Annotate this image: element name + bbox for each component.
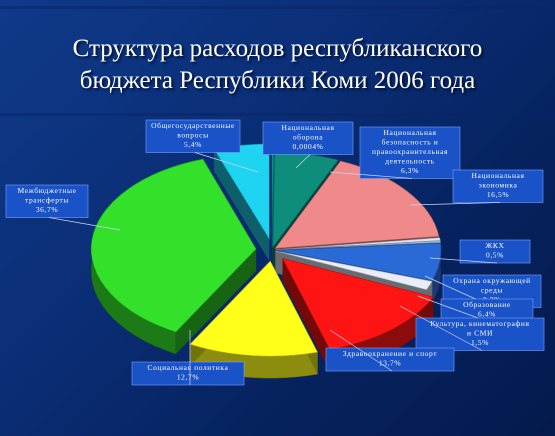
slice-name: Национальная <box>281 123 334 132</box>
pie-labels: Общегосударственныевопросы5,4%Национальн… <box>5 119 545 386</box>
label-box <box>131 361 245 386</box>
slice-value: 36,7% <box>36 205 58 214</box>
slice-value: 12,7% <box>177 373 199 382</box>
slice-name: Национальная <box>383 128 436 137</box>
pie-slice <box>281 257 434 372</box>
pie-slice <box>213 143 270 261</box>
slice-name: безопасность и <box>382 138 439 147</box>
slice-name: оборона <box>293 133 323 142</box>
slice-name: правоохранительная <box>372 147 448 156</box>
pie-slice <box>90 158 257 355</box>
leader-line <box>295 154 311 169</box>
leader-line <box>329 329 393 372</box>
title-line-1: Структура расходов республиканского <box>72 35 483 62</box>
slice-name: Образование <box>463 300 511 309</box>
slice-top <box>275 250 433 291</box>
label-box <box>359 126 461 179</box>
slice-name: Межбюджетные <box>17 186 76 195</box>
slice-value: 6,3% <box>401 166 419 175</box>
slice-top <box>189 260 318 357</box>
slice-name: и СМИ <box>467 329 493 338</box>
slice-cut <box>175 248 257 355</box>
pie-slices <box>90 143 442 379</box>
leader-line <box>429 257 498 264</box>
slice-value: 0,5% <box>486 251 504 260</box>
label-box <box>262 121 354 155</box>
slice-value: 5,4% <box>184 140 202 149</box>
slice-value: 0,0004% <box>292 142 323 151</box>
slice-value: 6,4% <box>478 310 496 319</box>
slice-top <box>274 160 440 249</box>
label-box <box>415 317 545 351</box>
slice-name: Национальная <box>471 171 524 180</box>
slice-name: Здравоохранение и спорт <box>343 349 438 358</box>
slice-top <box>275 240 441 251</box>
leader-line <box>48 217 121 231</box>
slice-value: 13,7% <box>379 359 401 368</box>
slice-name: ЖКХ <box>486 241 505 250</box>
slice-name: Охрана окружающей <box>453 276 531 285</box>
title-stripe <box>0 113 555 116</box>
slice-top <box>281 257 434 350</box>
slice-name: Культура, кинематография <box>430 319 529 328</box>
slice-name: Общегосударственные <box>151 121 235 130</box>
label-box <box>5 184 89 218</box>
leader-line <box>399 305 483 351</box>
slice-value: 16,5% <box>487 190 509 199</box>
slice-value: 1,5% <box>471 338 489 347</box>
slice-name: вопросы <box>177 131 209 140</box>
title-line-2: бюджета Республики Коми 2006 года <box>79 67 476 94</box>
slice-cut <box>214 149 270 261</box>
slice-name: трансферты <box>25 196 69 205</box>
slice-name: экономика <box>479 181 518 190</box>
slice-top <box>90 158 257 333</box>
slice-name: Социальная политика <box>148 363 229 372</box>
label-box <box>325 347 455 372</box>
leader-line <box>409 202 501 206</box>
leader-line <box>329 171 413 179</box>
slice-name: деятельность <box>385 157 435 166</box>
slice-cut <box>282 258 330 372</box>
leader-line <box>417 295 490 323</box>
label-box <box>145 119 241 153</box>
slide-title: Структура расходов республиканского бюдж… <box>0 33 555 97</box>
top-stripe <box>0 6 555 9</box>
leader-line <box>194 152 259 173</box>
slice-name: среды <box>481 286 503 295</box>
